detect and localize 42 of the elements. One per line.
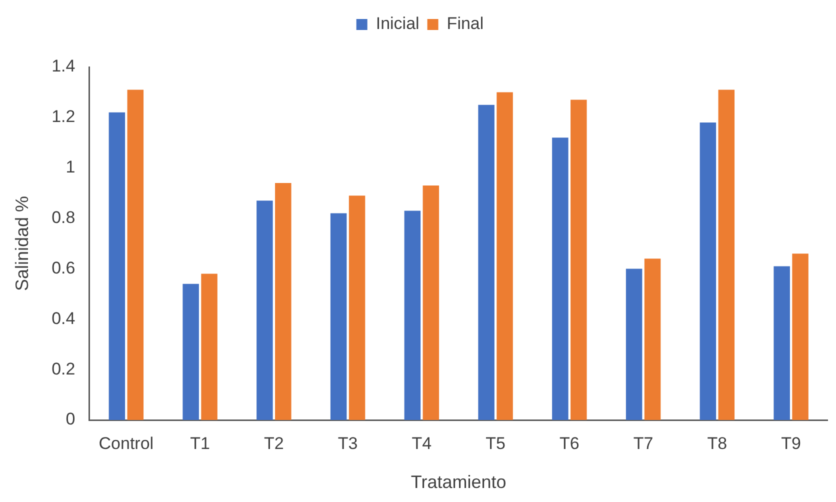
bar [348,196,366,420]
bar [404,210,421,420]
bar [626,268,642,420]
bar [422,186,440,420]
x-tick-label: T8 [707,434,728,453]
bar [700,122,716,420]
bar [552,138,568,420]
x-tick-label: Control [98,434,154,453]
bar [182,284,199,420]
bar [718,90,735,420]
x-tick-label: T7 [633,434,654,453]
y-axis-title: Salinidad % [12,196,32,292]
bar [127,90,144,420]
y-tick-label: 0.6 [52,258,76,278]
bar [330,213,347,420]
y-tick-label: 1.4 [52,56,76,76]
bar [201,274,218,420]
bar [792,254,808,420]
y-tick-label: 1 [66,158,76,177]
x-tick-label: T3 [338,434,358,453]
bar [496,92,513,420]
bar [644,258,661,420]
x-tick-label: T5 [486,434,506,453]
x-tick-label: T4 [412,434,432,453]
bar [275,182,292,420]
bar [256,200,273,420]
y-tick-label: 1.2 [52,107,76,126]
x-tick-label: T6 [560,434,580,453]
bar [774,266,790,420]
y-tick-label: 0.2 [52,359,76,378]
legend-label: Final [446,14,484,34]
bar [108,112,126,420]
legend-label: Inicial [376,14,420,34]
x-tick-label: T9 [781,434,801,453]
x-tick-label: T2 [264,434,284,453]
bar [570,100,587,420]
y-tick-label: 0 [66,410,76,429]
y-tick-label: 0.8 [52,208,76,227]
y-tick-label: 0.4 [52,308,76,328]
x-tick-label: T1 [190,434,210,453]
bar [478,104,494,420]
x-axis-title: Tratamiento [410,472,506,492]
